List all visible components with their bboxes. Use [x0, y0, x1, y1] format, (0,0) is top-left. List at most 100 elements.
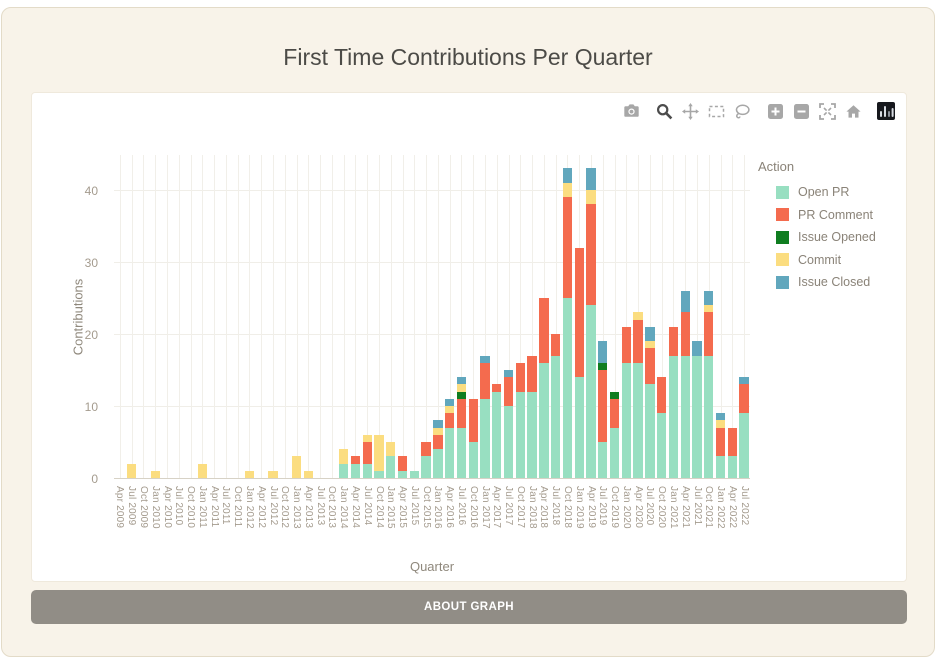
bar-column[interactable]	[715, 413, 726, 478]
bar-segment[interactable]	[539, 362, 549, 478]
bar-segment[interactable]	[386, 456, 396, 478]
bar-segment[interactable]	[468, 398, 478, 442]
bar-segment[interactable]	[715, 456, 726, 478]
bar-segment[interactable]	[586, 204, 596, 306]
bar-segment[interactable]	[727, 427, 738, 457]
bar-segment[interactable]	[150, 470, 160, 478]
bar-column[interactable]	[350, 456, 361, 478]
bar-segment[interactable]	[715, 413, 726, 421]
bar-segment[interactable]	[574, 377, 584, 478]
legend-item[interactable]: PR Comment	[758, 208, 903, 222]
bar-segment[interactable]	[480, 362, 490, 399]
bar-segment[interactable]	[598, 341, 608, 363]
bar-segment[interactable]	[444, 398, 455, 407]
bar-column[interactable]	[515, 362, 526, 478]
bar-segment[interactable]	[562, 182, 573, 198]
bar-segment[interactable]	[727, 456, 738, 478]
bar-segment[interactable]	[444, 413, 455, 428]
bar-segment[interactable]	[527, 355, 537, 392]
bar-segment[interactable]	[421, 456, 431, 478]
bar-column[interactable]	[645, 326, 655, 478]
bar-segment[interactable]	[645, 326, 655, 342]
bar-segment[interactable]	[492, 384, 502, 392]
bar-segment[interactable]	[433, 427, 443, 435]
bar-column[interactable]	[397, 456, 408, 478]
bar-segment[interactable]	[680, 290, 690, 313]
bar-column[interactable]	[656, 377, 667, 478]
bar-column[interactable]	[197, 463, 208, 478]
pan-mode-button[interactable]	[681, 102, 699, 120]
zoom-mode-button[interactable]	[655, 102, 673, 120]
bar-column[interactable]	[621, 326, 632, 478]
bar-segment[interactable]	[362, 463, 372, 478]
bar-segment[interactable]	[374, 434, 384, 471]
bar-column[interactable]	[586, 168, 596, 478]
bar-segment[interactable]	[433, 434, 443, 450]
bar-segment[interactable]	[739, 377, 749, 385]
bar-segment[interactable]	[704, 290, 714, 306]
bar-column[interactable]	[480, 355, 490, 478]
bar-segment[interactable]	[609, 427, 620, 478]
bar-segment[interactable]	[656, 413, 667, 478]
bar-column[interactable]	[338, 449, 349, 478]
bar-segment[interactable]	[268, 470, 278, 478]
bar-segment[interactable]	[645, 348, 655, 385]
bar-segment[interactable]	[633, 319, 643, 363]
bar-segment[interactable]	[197, 463, 208, 478]
bar-segment[interactable]	[586, 168, 596, 191]
bar-column[interactable]	[527, 355, 537, 478]
bar-segment[interactable]	[456, 384, 467, 392]
bar-segment[interactable]	[668, 355, 679, 478]
bar-segment[interactable]	[362, 434, 372, 443]
bar-segment[interactable]	[539, 298, 549, 363]
reset-axes-button[interactable]	[844, 102, 862, 120]
zoom-out-button[interactable]	[792, 102, 810, 120]
bar-column[interactable]	[492, 384, 502, 478]
bar-column[interactable]	[739, 377, 749, 478]
box-select-button[interactable]	[707, 102, 725, 120]
bar-column[interactable]	[409, 470, 420, 478]
legend-item[interactable]: Issue Closed	[758, 275, 903, 289]
bar-column[interactable]	[244, 470, 255, 478]
bar-segment[interactable]	[562, 197, 573, 298]
download-plot-button[interactable]	[622, 102, 640, 120]
plotly-logo-button[interactable]	[877, 102, 895, 120]
bar-segment[interactable]	[421, 442, 431, 457]
bar-segment[interactable]	[692, 355, 702, 478]
zoom-in-button[interactable]	[766, 102, 784, 120]
bar-segment[interactable]	[503, 377, 514, 406]
bar-segment[interactable]	[656, 377, 667, 414]
bar-column[interactable]	[150, 470, 160, 478]
bar-segment[interactable]	[633, 312, 643, 320]
bar-segment[interactable]	[480, 398, 490, 478]
bar-segment[interactable]	[680, 355, 690, 478]
about-graph-button[interactable]: ABOUT GRAPH	[31, 590, 907, 624]
bar-segment[interactable]	[503, 370, 514, 378]
legend-item[interactable]: Issue Opened	[758, 230, 903, 244]
bar-segment[interactable]	[609, 398, 620, 428]
bar-segment[interactable]	[350, 456, 361, 464]
bar-column[interactable]	[291, 456, 302, 478]
bar-column[interactable]	[456, 377, 467, 478]
bar-column[interactable]	[444, 398, 455, 478]
bar-segment[interactable]	[444, 406, 455, 414]
bar-column[interactable]	[468, 398, 478, 478]
bar-segment[interactable]	[739, 413, 749, 478]
bar-segment[interactable]	[362, 442, 372, 464]
bar-segment[interactable]	[598, 370, 608, 442]
bar-segment[interactable]	[550, 355, 561, 478]
bar-column[interactable]	[362, 434, 372, 478]
plot-area[interactable]: Apr 2009 Jul 2009 Oct 2009 Jan 2010 Apr 2010…	[114, 155, 750, 529]
bar-segment[interactable]	[668, 326, 679, 356]
bar-segment[interactable]	[456, 377, 467, 385]
bar-column[interactable]	[692, 341, 702, 478]
bar-segment[interactable]	[739, 384, 749, 414]
bar-segment[interactable]	[645, 341, 655, 349]
bar-column[interactable]	[680, 290, 690, 478]
bar-column[interactable]	[421, 442, 431, 478]
bar-segment[interactable]	[515, 391, 526, 478]
bar-column[interactable]	[386, 442, 396, 478]
autoscale-button[interactable]	[818, 102, 836, 120]
bar-segment[interactable]	[480, 355, 490, 363]
bar-segment[interactable]	[621, 362, 632, 478]
